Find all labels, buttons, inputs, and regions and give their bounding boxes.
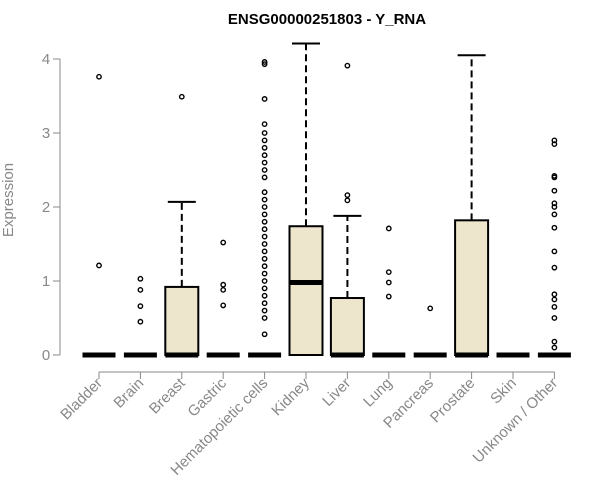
outlier-point [220, 302, 227, 309]
outlier-point [551, 248, 558, 255]
outlier-point [261, 233, 268, 240]
x-tick-label: Bladder [57, 375, 106, 424]
outlier-point [551, 303, 558, 310]
outlier-point [551, 296, 558, 303]
box-body [454, 219, 490, 356]
outlier-point [344, 62, 351, 69]
outlier-point [551, 173, 558, 179]
box-body [288, 225, 324, 356]
outlier-point [137, 303, 144, 310]
outlier-point [261, 159, 268, 166]
box-kidney [288, 42, 324, 356]
y-tick-label: 0 [42, 347, 50, 364]
outlier-point [137, 286, 144, 293]
x-tick-label: Kidney [268, 374, 313, 419]
x-tick-label: Prostate [427, 375, 479, 427]
box-lung [372, 225, 406, 358]
outlier-point [551, 211, 558, 218]
x-tick-label: Brain [110, 375, 147, 412]
outlier-point [261, 96, 268, 102]
outlier-point [261, 189, 268, 196]
y-tick-label: 1 [42, 273, 50, 290]
outlier-point [137, 275, 144, 282]
outlier-point [261, 307, 268, 314]
box-unknown-other [537, 137, 571, 358]
outlier-point [178, 93, 185, 100]
outlier-point [261, 59, 268, 65]
outlier-point [261, 255, 268, 262]
outlier-point [261, 137, 268, 144]
outlier-point [261, 167, 268, 173]
x-tick-label: Breast [146, 374, 189, 417]
outlier-point [551, 315, 558, 321]
x-tick-label: Skin [487, 375, 520, 408]
outlier-point [385, 225, 392, 232]
outlier-point [96, 73, 102, 80]
outlier-point [261, 61, 268, 68]
outlier-point [261, 241, 268, 247]
outlier-point [261, 152, 268, 159]
outlier-point [261, 285, 268, 292]
box-bladder [82, 73, 116, 358]
outlier-point [551, 344, 558, 351]
y-tick-label: 4 [42, 51, 50, 68]
outlier-point [261, 196, 268, 203]
outlier-point [261, 270, 268, 277]
box-breast [164, 93, 200, 358]
outlier-point [137, 318, 144, 325]
outlier-point [261, 144, 268, 151]
box-liver [329, 62, 365, 358]
outlier-point [344, 192, 351, 199]
outlier-point [551, 264, 558, 271]
box-gastric [206, 239, 240, 358]
outlier-point [261, 292, 268, 299]
outlier-point [261, 315, 268, 321]
outlier-point [220, 286, 227, 293]
y-axis-label: Expression [0, 163, 17, 237]
x-tick-label: Lung [360, 375, 396, 411]
outlier-point [261, 218, 268, 225]
outlier-point [551, 224, 558, 231]
outlier-point [261, 248, 268, 255]
outlier-point [427, 305, 434, 312]
y-axis: 0 1 2 3 4 [42, 51, 61, 364]
outlier-point [220, 239, 227, 246]
box-body [329, 297, 365, 356]
box-pancreas [413, 305, 447, 358]
outlier-point [551, 187, 558, 194]
outlier-point [551, 137, 558, 144]
outlier-point [261, 211, 268, 218]
y-tick-label: 3 [42, 125, 50, 142]
outlier-point [344, 197, 351, 204]
outlier-point [385, 293, 392, 300]
outlier-point [261, 300, 268, 307]
y-tick-label: 2 [42, 199, 50, 216]
outlier-point [261, 130, 268, 136]
plot-area [82, 42, 571, 358]
chart-title: ENSG00000251803 - Y_RNA [228, 11, 426, 28]
outlier-point [551, 338, 558, 345]
outlier-point [261, 278, 268, 284]
outlier-point [220, 281, 227, 288]
box-brain [123, 275, 157, 358]
outlier-point [261, 263, 268, 270]
outlier-point [261, 226, 268, 233]
outlier-point [261, 331, 268, 338]
box-body [164, 285, 200, 357]
outlier-point [261, 174, 268, 181]
outlier-point [385, 279, 392, 286]
outlier-point [551, 200, 558, 207]
outlier-point [551, 204, 558, 210]
box-hematopoietic-cells [248, 59, 282, 358]
outlier-point [96, 262, 102, 269]
outlier-point [261, 121, 268, 128]
outlier-point [551, 291, 558, 298]
box-prostate [454, 54, 490, 358]
outlier-point [261, 204, 268, 210]
outlier-point [385, 269, 392, 276]
x-tick-label: Liver [319, 375, 354, 410]
